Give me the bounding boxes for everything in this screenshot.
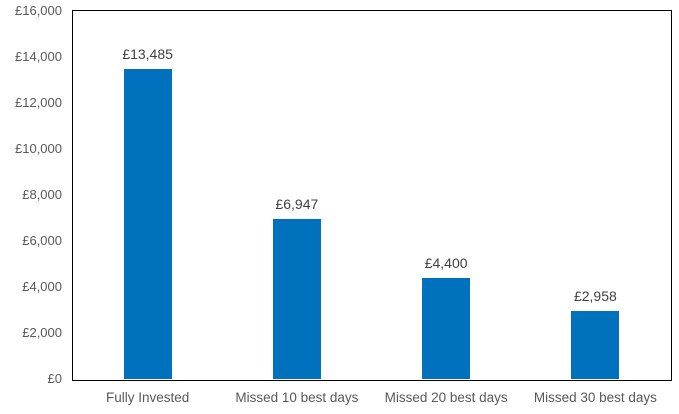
bar-data-label: £6,947 [275,196,319,213]
y-tick-label: £12,000 [15,95,62,110]
x-category-label: Missed 30 best days [533,390,657,405]
bar-data-label: £4,400 [424,254,468,271]
y-tick-label: £8,000 [22,187,62,202]
x-category-label: Missed 20 best days [384,390,508,405]
bar-missed-30-best-days [571,310,620,379]
y-tick-label: £4,000 [22,279,62,294]
bar-data-label: £13,485 [122,45,173,62]
y-tick-label: £0 [47,371,62,386]
bar-missed-20-best-days [422,277,471,379]
bar-fully-invested [123,68,172,379]
y-tick-label: £6,000 [22,233,62,248]
y-tick-label: £2,000 [22,325,62,340]
bar-data-label: £2,958 [573,287,617,304]
y-tick-label: £14,000 [15,49,62,64]
x-category-label: Fully Invested [105,390,190,405]
y-tick-label: £10,000 [15,141,62,156]
bar-missed-10-best-days [272,219,321,379]
x-category-label: Missed 10 best days [235,390,359,405]
y-tick-label: £16,000 [15,3,62,18]
